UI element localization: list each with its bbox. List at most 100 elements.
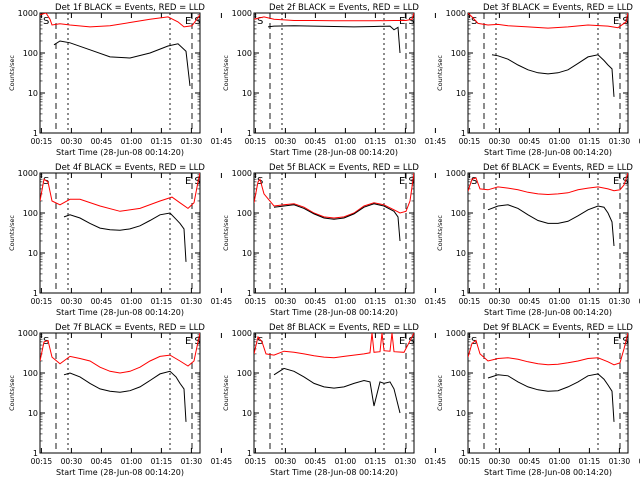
x-tick-label: 00:45 — [305, 457, 327, 466]
marker-e: E — [185, 176, 191, 187]
x-tick-label: 00:30 — [61, 297, 83, 306]
x-tick-label: 00:15 — [459, 137, 481, 146]
panel-1: Det 1f BLACK = Events, RED = LLD Counts/s… — [8, 3, 232, 157]
x-tick-label: 01:00 — [121, 297, 143, 306]
x-tick-label: 00:30 — [489, 457, 511, 466]
y-tick-label: 10 — [28, 249, 38, 258]
series-lld-line — [254, 173, 414, 219]
chart-title: Det 9f BLACK = Events, RED = LLD — [483, 323, 633, 333]
x-tick-label: 00:15 — [459, 457, 481, 466]
x-tick-label: 01:45 — [639, 297, 640, 306]
x-tick-label: 00:15 — [459, 297, 481, 306]
marker-s-left: S — [43, 16, 49, 27]
x-tick-label: 01:00 — [335, 137, 357, 146]
x-tick-label: 01:45 — [211, 137, 233, 146]
x-tick-label: 01:15 — [579, 297, 601, 306]
x-axis-label: Start Time (28-Jun-08 00:14:20) — [270, 148, 398, 157]
y-tick-label: 1 — [247, 449, 252, 458]
x-tick-label: 00:30 — [61, 137, 83, 146]
x-axis-label: Start Time (28-Jun-08 00:14:20) — [484, 308, 612, 317]
series-lld-line — [254, 13, 414, 22]
x-tick-label: 01:30 — [181, 137, 203, 146]
marker-e: E — [613, 336, 619, 347]
series-lld-line — [468, 173, 628, 196]
y-tick-label: 1000 — [446, 169, 466, 178]
y-tick-label: 1 — [33, 289, 38, 298]
series-lld-line — [40, 173, 200, 212]
series-events-line — [487, 204, 615, 247]
x-tick-label: 00:30 — [489, 297, 511, 306]
y-tick-label: 100 — [237, 209, 252, 218]
x-tick-label: 01:30 — [181, 297, 203, 306]
x-tick-label: 01:15 — [365, 457, 387, 466]
y-tick-label: 1000 — [232, 329, 252, 338]
marker-s-right: S — [194, 16, 200, 27]
y-tick-label: 1 — [247, 289, 252, 298]
x-tick-label: 01:30 — [395, 457, 417, 466]
marker-s-right: S — [408, 16, 414, 27]
y-tick-label: 100 — [23, 369, 38, 378]
series-lld-line — [468, 13, 628, 29]
x-tick-label: 01:30 — [395, 297, 417, 306]
x-tick-label: 01:00 — [335, 457, 357, 466]
marker-e: E — [399, 176, 405, 187]
series-events-line — [491, 54, 615, 97]
x-tick-label: 01:30 — [609, 137, 631, 146]
x-tick-label: 00:30 — [61, 457, 83, 466]
x-tick-label: 01:30 — [609, 457, 631, 466]
chart-title: Det 5f BLACK = Events, RED = LLD — [269, 163, 419, 173]
y-axis-label: Counts/sec — [222, 55, 230, 91]
y-tick-label: 100 — [451, 209, 466, 218]
marker-e: E — [613, 16, 619, 27]
x-tick-label: 01:30 — [395, 137, 417, 146]
panel-6: Det 6f BLACK = Events, RED = LLD Counts/s… — [436, 163, 640, 317]
chart-title: Det 3f BLACK = Events, RED = LLD — [483, 3, 633, 13]
y-tick-label: 1000 — [232, 169, 252, 178]
x-tick-label: 01:00 — [121, 137, 143, 146]
y-tick-label: 10 — [28, 409, 38, 418]
x-tick-label: 01:00 — [549, 457, 571, 466]
x-tick-label: 01:15 — [365, 137, 387, 146]
y-tick-label: 100 — [237, 49, 252, 58]
x-tick-label: 01:15 — [365, 297, 387, 306]
x-tick-label: 00:45 — [305, 137, 327, 146]
y-axis-label: Counts/sec — [222, 375, 230, 411]
marker-e: E — [185, 336, 191, 347]
plot-frame — [253, 12, 415, 134]
y-tick-label: 10 — [456, 89, 466, 98]
x-tick-label: 00:30 — [489, 137, 511, 146]
x-tick-label: 00:15 — [245, 137, 267, 146]
x-tick-label: 00:45 — [519, 137, 541, 146]
chart-title: Det 2f BLACK = Events, RED = LLD — [269, 3, 419, 13]
marker-e: E — [613, 176, 619, 187]
x-tick-label: 00:30 — [275, 137, 297, 146]
y-axis-label: Counts/sec — [8, 215, 16, 251]
panel-7: Det 7f BLACK = Events, RED = LLD Counts/s… — [8, 323, 232, 477]
panel-4: Det 4f BLACK = Events, RED = LLD Counts/s… — [8, 163, 232, 317]
x-tick-label: 00:45 — [91, 137, 113, 146]
x-tick-label: 01:45 — [425, 137, 447, 146]
y-tick-label: 10 — [456, 409, 466, 418]
y-tick-label: 1 — [33, 449, 38, 458]
y-axis-label: Counts/sec — [8, 55, 16, 91]
plot-frame — [39, 332, 201, 454]
y-tick-label: 1000 — [18, 329, 38, 338]
y-axis-label: Counts/sec — [436, 55, 444, 91]
plot-frame — [253, 172, 415, 294]
chart-title: Det 7f BLACK = Events, RED = LLD — [55, 323, 205, 333]
x-tick-label: 01:15 — [151, 297, 173, 306]
marker-s-left: S — [471, 176, 477, 187]
marker-s-left: S — [43, 176, 49, 187]
x-axis-label: Start Time (28-Jun-08 00:14:20) — [270, 308, 398, 317]
y-tick-label: 100 — [23, 49, 38, 58]
x-tick-label: 00:45 — [91, 457, 113, 466]
plot-frame — [467, 12, 629, 134]
y-tick-label: 1 — [33, 129, 38, 138]
series-events-line — [63, 370, 187, 422]
x-tick-label: 01:15 — [579, 137, 601, 146]
x-axis-label: Start Time (28-Jun-08 00:14:20) — [484, 468, 612, 477]
series-events-line — [487, 373, 615, 422]
x-tick-label: 01:15 — [579, 457, 601, 466]
series-events-line — [273, 203, 401, 242]
